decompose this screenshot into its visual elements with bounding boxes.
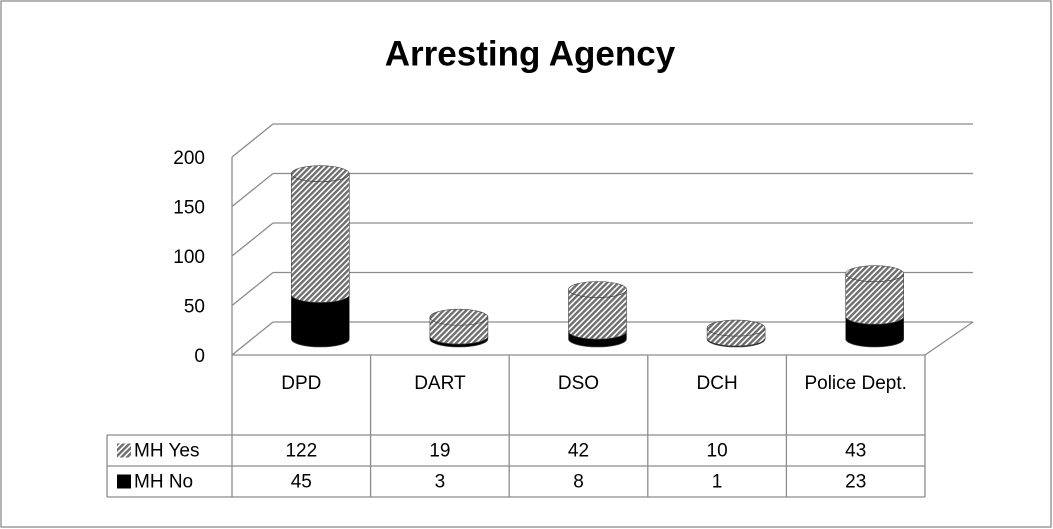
x-tick-label: DPD xyxy=(281,373,321,394)
grid-line-side xyxy=(231,222,274,257)
cylinder-top xyxy=(706,319,766,337)
cylinder-top xyxy=(429,308,489,326)
grid-line-side xyxy=(231,321,274,356)
y-tick-label: 100 xyxy=(173,247,205,268)
table-value: 42 xyxy=(568,441,589,462)
y-tick-label: 50 xyxy=(184,297,205,318)
table-value: 122 xyxy=(285,441,317,462)
legend-swatch xyxy=(117,474,131,489)
table-value: 23 xyxy=(845,472,866,493)
floor-right-edge xyxy=(924,321,974,356)
x-tick-label: DART xyxy=(414,373,466,394)
table-value: 8 xyxy=(573,472,584,493)
cylinder-top xyxy=(568,281,627,298)
table-value: 10 xyxy=(707,441,728,462)
table-value: 19 xyxy=(429,441,450,462)
table-value: 1 xyxy=(712,472,723,493)
cylinder-top xyxy=(290,165,350,182)
x-tick-label: DCH xyxy=(697,373,738,394)
cylinder-segment xyxy=(429,308,489,345)
x-tick-label: DSO xyxy=(558,373,599,394)
cylinder-segment xyxy=(568,281,627,340)
y-tick-label: 150 xyxy=(173,198,205,219)
grid-line-side xyxy=(231,172,274,208)
x-tick-label: Police Dept. xyxy=(804,373,906,394)
grid-line-side xyxy=(231,271,274,307)
cylinder-body xyxy=(291,173,350,303)
table-value: 3 xyxy=(435,472,446,493)
chart-title: Arresting Agency xyxy=(385,34,676,73)
cylinder-segment xyxy=(706,319,766,347)
legend-swatch xyxy=(117,443,131,458)
legend-label: MH Yes xyxy=(134,441,199,462)
legend-label: MH No xyxy=(134,472,193,493)
cylinder-segment xyxy=(290,165,350,303)
table-value: 43 xyxy=(845,441,866,462)
cylinder-top xyxy=(845,265,905,282)
table-value: 45 xyxy=(291,472,312,493)
y-tick-label: 200 xyxy=(173,148,205,169)
cylinder-segment xyxy=(845,265,905,325)
y-tick-label: 0 xyxy=(194,346,205,367)
grid-line-side xyxy=(231,123,274,158)
